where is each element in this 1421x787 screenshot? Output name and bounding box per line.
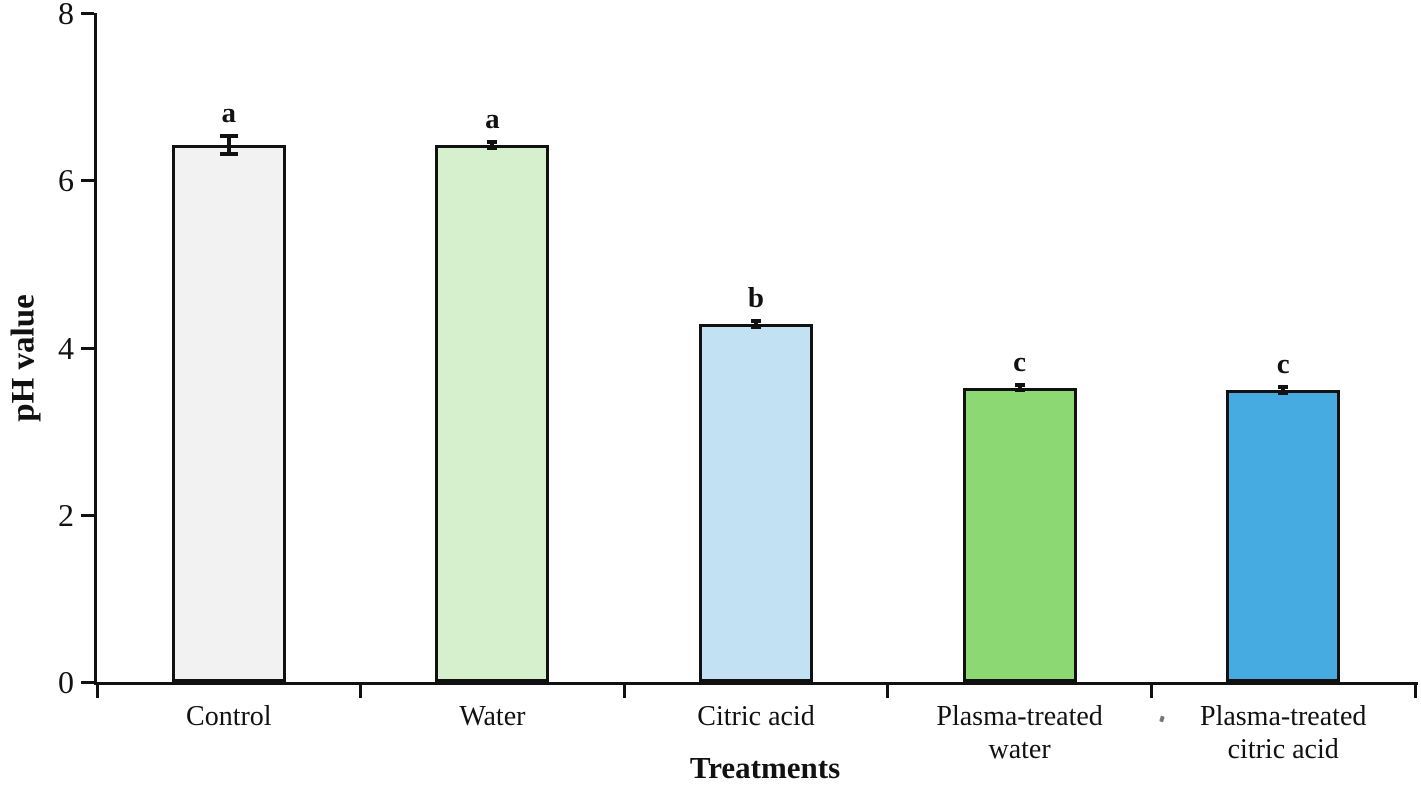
x-tick-label: Water [459, 701, 526, 732]
x-tick-label: Plasma-treated citric acid [1200, 701, 1367, 765]
x-axis-tick [359, 682, 363, 698]
x-tick-label: Plasma-treated water [936, 701, 1103, 765]
error-bar-cap-top [1014, 383, 1025, 388]
y-tick-label: 2 [58, 496, 74, 533]
bar-plasma-treated-water [962, 387, 1077, 682]
y-tick-label: 8 [58, 0, 74, 31]
y-axis-tick [81, 12, 94, 15]
y-axis-tick [81, 179, 94, 183]
sig-letter: a [221, 96, 237, 129]
error-bar-cap-bottom [219, 152, 238, 157]
y-tick-label: 0 [58, 664, 74, 700]
error-bar-line [754, 320, 758, 328]
error-bar-cap-top [751, 318, 761, 323]
error-bar-cap-bottom [751, 325, 761, 330]
x-axis-tick [886, 682, 890, 698]
error-bar-cap-top [219, 133, 238, 138]
y-tick-label: 4 [58, 329, 74, 366]
y-tick-label: 6 [58, 162, 74, 199]
error-bar-line [1017, 385, 1022, 391]
x-axis-tick [1149, 682, 1153, 698]
y-axis-line [94, 13, 97, 685]
x-axis-tick [95, 682, 99, 698]
bar-control [171, 145, 286, 682]
error-bar-cap-bottom [487, 146, 498, 151]
sig-letter: b [747, 281, 765, 314]
error-bar-cap-top [1278, 384, 1289, 389]
sig-letter: c [1276, 347, 1290, 380]
error-bar-cap-top [487, 139, 498, 144]
x-axis-line [94, 682, 1418, 685]
x-tick-label: Control [186, 701, 272, 732]
sig-letter: a [485, 102, 500, 135]
bar-citric-acid [699, 324, 813, 682]
x-axis-tick [622, 682, 626, 698]
error-bar-line [1281, 386, 1286, 394]
error-bar-cap-bottom [1278, 391, 1289, 396]
x-axis-title: Treatments [689, 750, 841, 785]
sig-letter: c [1013, 346, 1027, 379]
y-axis-title: pH value [5, 294, 42, 422]
y-axis-tick [81, 681, 94, 684]
x-axis-tick [1413, 682, 1417, 698]
bar-plasma-treated-citric-acid [1226, 390, 1341, 682]
error-bar-line [226, 135, 231, 155]
bar-water [435, 145, 550, 682]
y-axis-tick [81, 513, 94, 517]
x-tick-label: Citric acid [697, 701, 815, 732]
error-bar-cap-bottom [1014, 388, 1025, 393]
y-axis-tick [81, 346, 94, 350]
error-bar-line [490, 141, 495, 149]
